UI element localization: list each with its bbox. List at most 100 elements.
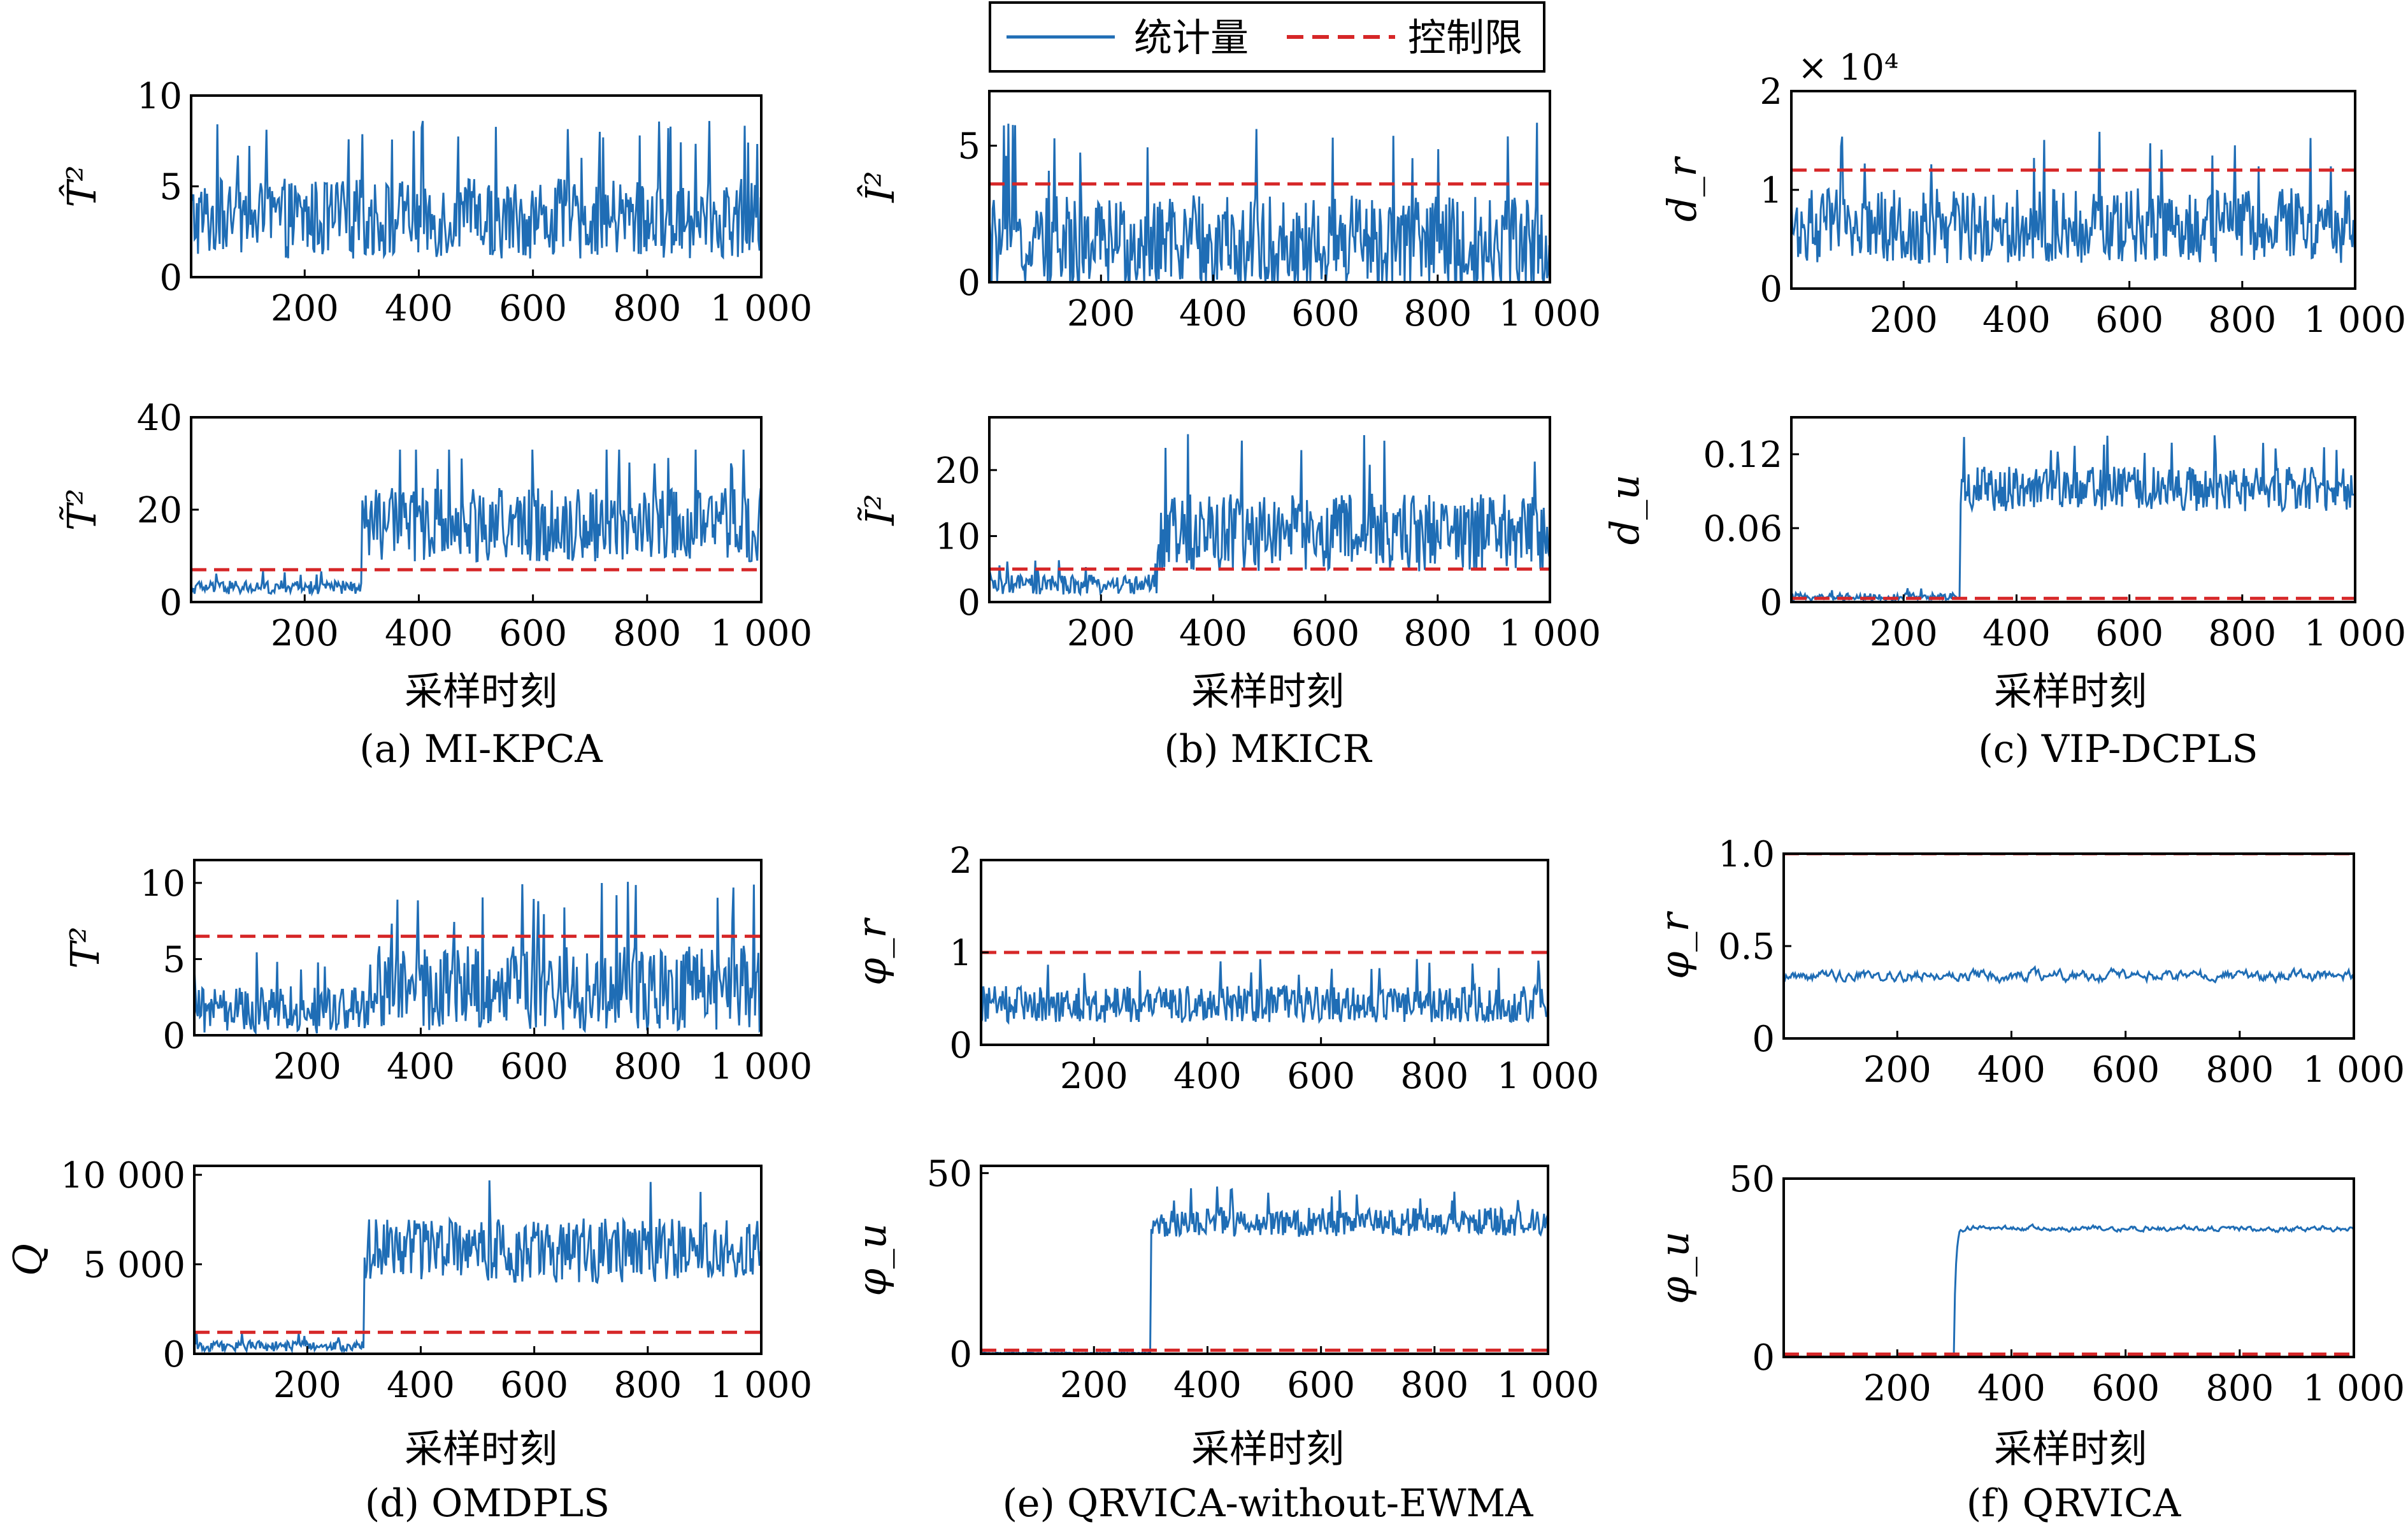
x-tick-label: 1 000: [710, 1046, 812, 1088]
x-tick-label: 800: [2208, 299, 2276, 341]
y-tick-label: 0.12: [1703, 434, 1782, 476]
x-tick-label: 600: [1291, 293, 1359, 334]
y-tick-label: 0: [957, 262, 980, 304]
x-tick-label: 600: [1291, 613, 1359, 654]
panel-a-top: 200 400 600 800 1 000 0 5 10 T̂²: [59, 76, 812, 329]
plot-frame: [988, 416, 1551, 603]
legend-statistic-label: 统计量: [1134, 16, 1249, 61]
statistic-line: [989, 122, 1550, 282]
y-multiplier: × 10⁴: [1798, 47, 1898, 89]
x-tick-label: 400: [1977, 1368, 2046, 1409]
y-tick-label: 10: [137, 76, 182, 117]
plot-frame: [1790, 416, 2356, 603]
x-tick-label: 1 000: [2304, 613, 2406, 654]
caption-e: (e) QRVICA-without-EWMA: [1003, 1481, 1534, 1526]
x-tick-label: 1 000: [1497, 1365, 1599, 1406]
y-tick-label: 0: [1752, 1337, 1775, 1379]
x-tick-label: 400: [1179, 293, 1247, 334]
y-tick-label: 2: [1759, 71, 1782, 113]
x-tick-label: 800: [1400, 1365, 1468, 1406]
x-tick-label: 200: [1870, 613, 1938, 654]
y-tick-label: 0: [1759, 269, 1782, 310]
y-tick-label: 2: [949, 840, 972, 882]
y-axis-label: φ_r: [849, 917, 895, 986]
xlabel-a: 采样时刻: [405, 670, 557, 714]
y-axis-label: φ_u: [1651, 1231, 1698, 1304]
x-tick-label: 400: [1977, 1049, 2046, 1091]
caption-d: (d) OMDPLS: [365, 1481, 610, 1526]
x-tick-label: 600: [1287, 1365, 1355, 1406]
statistic-line: [1791, 435, 2355, 602]
y-tick-label: 0.06: [1703, 508, 1782, 550]
xlabel-e: 采样时刻: [1191, 1427, 1344, 1472]
x-tick-label: 200: [1870, 299, 1938, 341]
y-tick-label: 0: [159, 257, 182, 299]
y-axis-label: Î²: [857, 171, 903, 203]
x-tick-label: 200: [273, 1046, 341, 1088]
x-tick-label: 200: [273, 1365, 341, 1406]
x-tick-label: 200: [271, 288, 339, 329]
x-tick-label: 1 000: [1499, 613, 1601, 654]
y-axis-label: Ĩ²: [857, 494, 903, 526]
caption-a: (a) MI-KPCA: [359, 727, 603, 772]
panel-e-bottom: 200 400 600 800 1 000 0 50 φ_u: [849, 1153, 1599, 1406]
x-tick-label: 600: [2091, 1368, 2160, 1409]
panel-d-bottom: 200 400 600 800 1 000 0 5 000 10 000 Q: [4, 1155, 812, 1406]
x-tick-label: 400: [1982, 299, 2051, 341]
x-tick-label: 400: [1173, 1365, 1242, 1406]
y-axis-label: d_u: [1602, 475, 1648, 545]
x-tick-label: 1 000: [2304, 299, 2406, 341]
y-axis-label: φ_r: [1651, 911, 1698, 979]
y-tick-label: 1: [949, 933, 972, 974]
panel-c-bottom: 200 400 600 800 1 000 0 0.06 0.12 d_u: [1602, 416, 2406, 654]
panel-f-top: 200 400 600 800 1 000 0 0.5 1.0 φ_r: [1651, 834, 2405, 1091]
x-tick-label: 800: [2208, 613, 2276, 654]
x-tick-label: 800: [613, 1365, 682, 1406]
y-tick-label: 10 000: [61, 1155, 185, 1196]
statistic-line: [194, 1180, 761, 1354]
plot-frame: [1782, 1177, 2355, 1358]
x-tick-label: 1 000: [1497, 1056, 1599, 1097]
caption-b: (b) MKICR: [1164, 727, 1372, 772]
y-tick-label: 50: [927, 1153, 972, 1195]
x-tick-label: 600: [2095, 613, 2163, 654]
y-axis-label: T̃²: [59, 489, 105, 531]
legend: 统计量 控制限: [989, 1, 1545, 73]
x-tick-label: 800: [613, 613, 681, 654]
y-tick-label: 5: [159, 167, 182, 208]
x-tick-label: 400: [387, 1365, 455, 1406]
x-tick-label: 400: [1982, 613, 2051, 654]
y-tick-label: 1: [1759, 170, 1782, 212]
y-tick-label: 40: [137, 398, 182, 439]
xlabel-b: 采样时刻: [1191, 670, 1344, 714]
statistic-line: [191, 120, 761, 260]
x-tick-label: 800: [2205, 1368, 2274, 1409]
plot-frame: [988, 90, 1551, 284]
y-axis-label: Q: [4, 1244, 51, 1276]
x-tick-label: 800: [1403, 293, 1472, 334]
panel-b-bottom: 200 400 600 800 1 000 0 10 20 Ĩ²: [857, 416, 1601, 654]
statistic-line: [1784, 965, 2354, 985]
y-tick-label: 5: [162, 939, 185, 980]
y-tick-label: 10: [935, 516, 980, 557]
x-tick-label: 200: [271, 613, 339, 654]
y-tick-label: 1.0: [1718, 834, 1775, 875]
xlabel-d: 采样时刻: [405, 1427, 557, 1472]
y-tick-label: 0: [159, 582, 182, 624]
x-tick-label: 200: [1863, 1049, 1931, 1091]
statistic-line: [1791, 131, 2355, 264]
y-tick-label: 0: [1759, 582, 1782, 624]
x-tick-label: 200: [1067, 613, 1135, 654]
y-tick-label: 10: [140, 863, 185, 905]
statistic-line: [191, 449, 761, 597]
y-tick-label: 0: [949, 1334, 972, 1375]
caption-f: (f) QRVICA: [1967, 1481, 2181, 1526]
panel-c-top: 200 400 600 800 1 000 0 1 2 d_r × 10⁴: [1659, 47, 2406, 341]
x-tick-label: 1 000: [2303, 1368, 2405, 1409]
x-tick-label: 400: [1179, 613, 1247, 654]
plot-frame: [1790, 90, 2356, 290]
x-tick-label: 1 000: [710, 288, 812, 329]
x-tick-label: 600: [2095, 299, 2163, 341]
x-tick-label: 800: [613, 1046, 682, 1088]
x-tick-label: 600: [499, 288, 567, 329]
